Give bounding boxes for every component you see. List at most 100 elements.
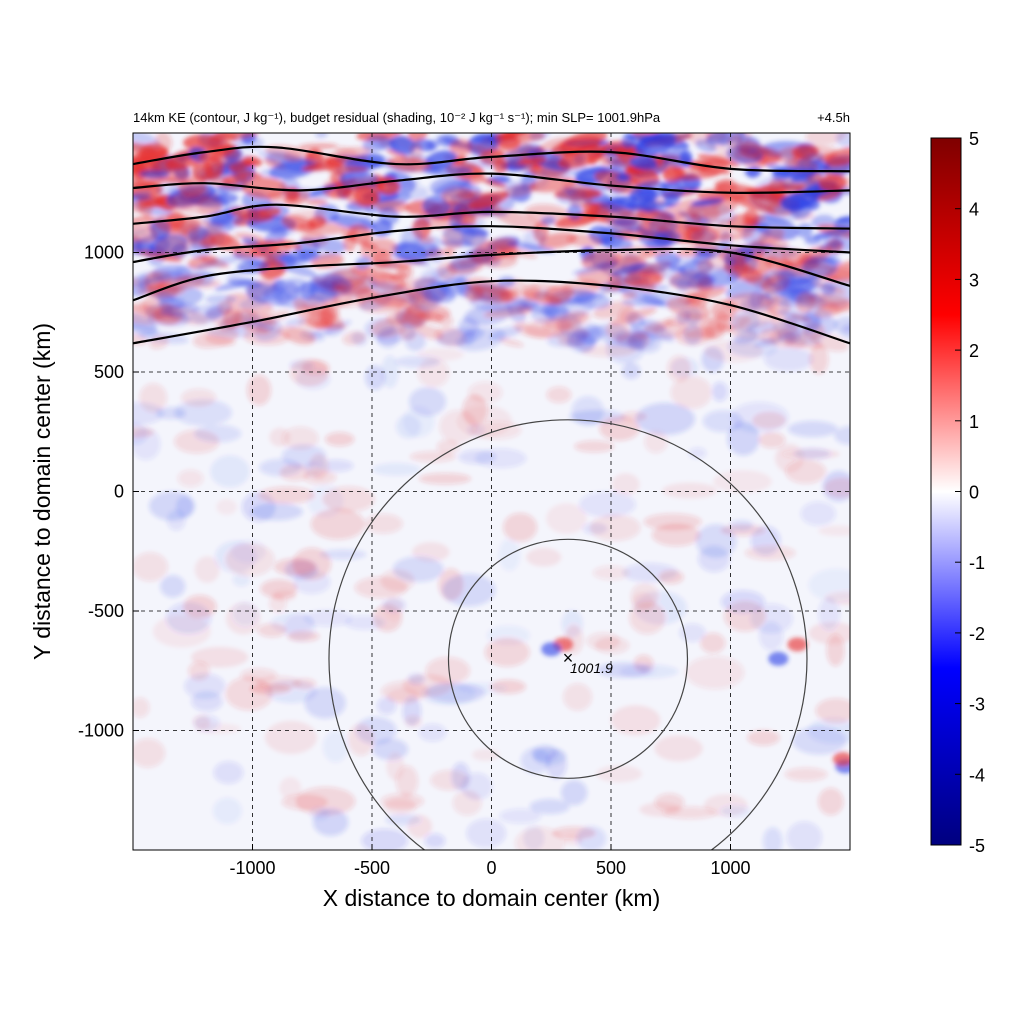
shading-cell [621, 133, 636, 149]
shading-cell [824, 477, 850, 498]
shading-cell [824, 147, 850, 167]
shading-cell [611, 473, 640, 496]
shading-cell [301, 161, 346, 172]
shading-cell [422, 165, 473, 176]
range-ring [447, 538, 689, 779]
x-tick-label: 1000 [710, 858, 750, 878]
shading-cell [800, 501, 836, 526]
shading-cell [418, 723, 447, 742]
shading-cell [221, 173, 248, 185]
shading-texture [133, 133, 850, 850]
shading-cell [720, 590, 765, 614]
shading-cell [748, 191, 788, 215]
ke-contours [133, 145, 850, 345]
shading-cell [710, 232, 754, 241]
shading-cell [234, 232, 265, 242]
shading-cell [372, 462, 421, 476]
shading-cell [793, 448, 831, 460]
colorbar-tick-label: 3 [969, 270, 979, 290]
shading-cell [322, 730, 349, 763]
shading-cell [643, 513, 702, 531]
shading-cell [629, 156, 658, 171]
shading-cell [546, 386, 572, 403]
shading-cell [522, 229, 547, 252]
shading-cell [457, 682, 508, 694]
shading-cell [402, 696, 422, 726]
shading-cell [342, 331, 366, 345]
shading-cell [520, 747, 551, 774]
shading-cell [789, 313, 812, 322]
colorbar-tick-label: 2 [969, 341, 979, 361]
shading-cell [210, 455, 250, 488]
chart-title: 14km KE (contour, J kg⁻¹), budget residu… [133, 110, 661, 125]
shading-cell [264, 720, 318, 754]
shading-cell [563, 683, 592, 711]
shading-cell [688, 447, 707, 459]
shading-cell [609, 307, 657, 325]
range-ring [328, 419, 808, 850]
shading-cell [713, 470, 772, 494]
shading-cell [546, 503, 587, 534]
shading-cell [389, 135, 416, 155]
shading-cell [752, 411, 786, 429]
shading-cell [242, 156, 263, 167]
shading-cell [551, 135, 602, 156]
shading-cell [293, 298, 307, 310]
shading-cell [442, 573, 496, 607]
shading-cell [246, 375, 272, 406]
shading-cell [395, 356, 440, 368]
shading-cell [807, 718, 850, 744]
shading-cell [808, 621, 850, 645]
shading-cell [664, 192, 680, 207]
shading-cell [727, 134, 743, 149]
shading-cell [335, 146, 358, 157]
shading-cell [139, 169, 170, 179]
shading-cell [183, 595, 217, 619]
y-tick-label: 500 [94, 362, 124, 382]
shading-cell [629, 188, 658, 205]
colorbar-tick-label: 0 [969, 483, 979, 503]
shading-cell [786, 821, 822, 850]
shading-cell [818, 525, 850, 537]
shading-cell [484, 637, 530, 667]
colorbar-ticks: 5 4 3 2 1 0 -1 -2 -3 -4 -5 [955, 129, 985, 856]
shading-cell [285, 317, 306, 327]
shading-cell [260, 579, 298, 599]
shading-cell [702, 204, 720, 225]
shading-cell [229, 167, 262, 179]
shading-cell [630, 582, 659, 609]
shading-cell [690, 230, 717, 245]
shading-cell [779, 275, 821, 297]
shading-cell [815, 698, 850, 723]
shading-cell [599, 416, 640, 441]
shading-cell [469, 297, 512, 313]
shading-cell [505, 185, 529, 201]
shading-cell [424, 833, 446, 849]
x-tick-label: -1000 [229, 858, 275, 878]
shading-cell [787, 421, 838, 437]
shading-cell [462, 394, 488, 426]
shading-cell [196, 255, 242, 270]
shading-cell [133, 738, 165, 768]
shading-cell [729, 520, 754, 532]
shading-cell [289, 358, 329, 387]
shading-cell [405, 332, 426, 351]
x-axis-ticks: -1000 -500 0 500 1000 [229, 844, 751, 878]
shading-cell [727, 421, 760, 456]
shading-cell [232, 572, 251, 587]
shading-cell [758, 228, 785, 245]
colorbar: 5 4 3 2 1 0 -1 -2 -3 -4 -5 [930, 129, 985, 856]
shading-cell [391, 242, 439, 260]
shading-cell [524, 204, 575, 226]
shading-cell [707, 145, 751, 166]
ke-contour-line [133, 172, 850, 194]
storm-center-label: 1001.9 [570, 660, 613, 676]
shading-cell [498, 337, 524, 348]
ke-contour-line [133, 203, 850, 230]
shading-cell [805, 308, 833, 319]
shading-cell [621, 291, 637, 300]
shading-cell [782, 189, 820, 211]
y-tick-label: -500 [88, 601, 124, 621]
shading-cell [481, 178, 507, 189]
